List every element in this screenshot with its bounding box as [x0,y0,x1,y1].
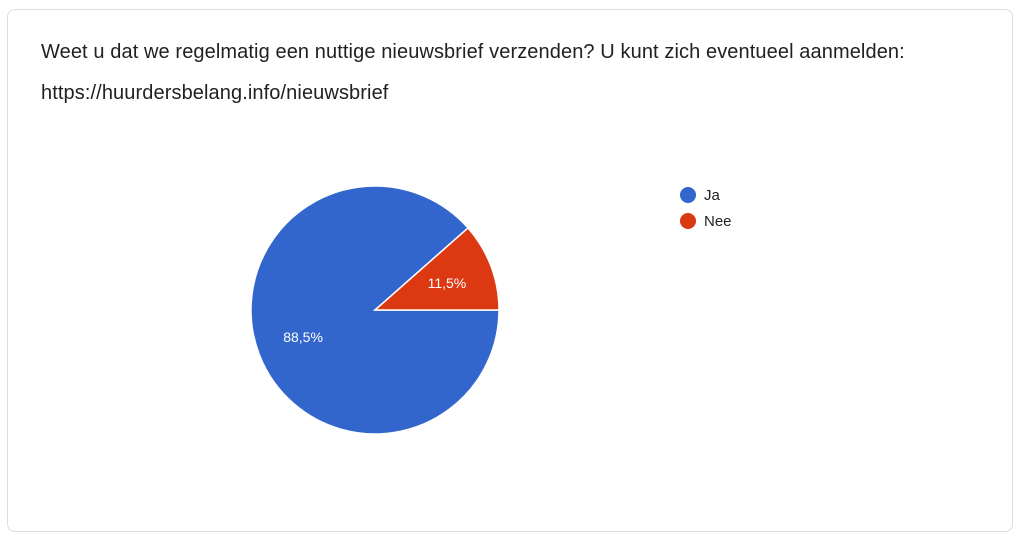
legend-swatch-icon [680,213,696,229]
pie-slices [250,185,500,435]
pie-slice-nee[interactable] [373,226,500,311]
legend-label: Ja [704,186,720,204]
chart-legend: Ja Nee [680,182,732,234]
legend-label: Nee [704,212,732,230]
legend-swatch-icon [680,187,696,203]
pie-chart: 88,5% 11,5% [250,185,500,435]
question-card: Weet u dat we regelmatig een nuttige nie… [7,9,1013,532]
pie-label-nee: 11,5% [428,275,467,291]
legend-item-ja[interactable]: Ja [680,182,732,208]
question-title: Weet u dat we regelmatig een nuttige nie… [41,41,905,104]
pie-slice-labels: 88,5% 11,5% [283,275,466,345]
pie-label-ja: 88,5% [283,329,323,345]
legend-item-nee[interactable]: Nee [680,208,732,234]
